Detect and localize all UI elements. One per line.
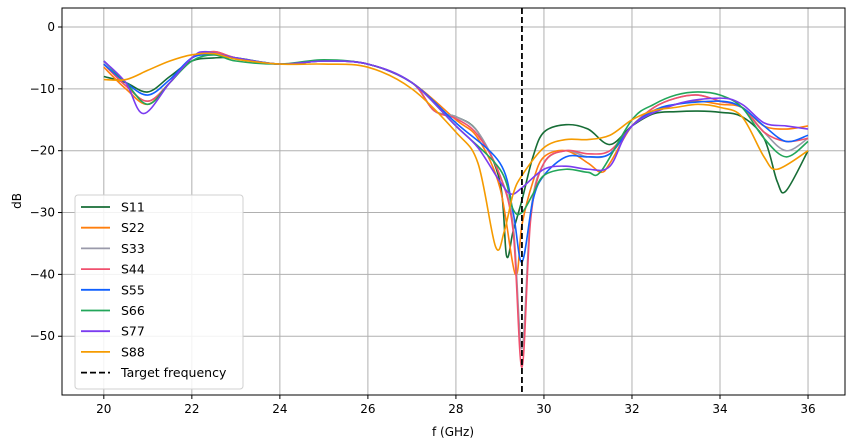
- grid: [62, 8, 845, 395]
- x-tick-label: 32: [624, 402, 639, 416]
- legend-label: S66: [121, 303, 145, 318]
- legend-label: S33: [121, 241, 145, 256]
- legend-box: [74, 194, 244, 390]
- series-line-s66: [103, 54, 809, 216]
- y-tick-label: 0: [47, 20, 55, 34]
- legend-label: S55: [121, 282, 145, 297]
- x-tick-label: 22: [184, 402, 199, 416]
- legend-label: Target frequency: [120, 365, 227, 380]
- x-tick-label: 26: [360, 402, 375, 416]
- legend-label: S11: [121, 200, 145, 215]
- y-tick-label: −40: [30, 267, 55, 281]
- legend: S11 S22 S33 S44 S55 S66 S77 S88 Target frequency: [74, 194, 244, 390]
- x-tick-label: 30: [536, 402, 551, 416]
- y-tick-label: −10: [30, 82, 55, 96]
- legend-label: S88: [121, 344, 145, 359]
- legend-label: S44: [121, 262, 145, 277]
- x-tick-label: 28: [448, 402, 463, 416]
- x-tick-label: 24: [272, 402, 287, 416]
- y-tick-label: −20: [30, 144, 55, 158]
- legend-label: S22: [121, 220, 145, 235]
- y-axis-label: dB: [10, 193, 24, 209]
- legend-label: S77: [121, 324, 145, 339]
- y-tick-label: −30: [30, 206, 55, 220]
- series-lines: [103, 8, 809, 395]
- series-line-s88: [103, 52, 809, 251]
- ticks: 20 22 24 26 28 30 32 34 36 0 −10 −20 −30 −40 −50: [30, 20, 816, 416]
- x-tick-label: 20: [96, 402, 111, 416]
- series-line-s44: [103, 50, 809, 368]
- x-tick-label: 34: [712, 402, 727, 416]
- x-tick-label: 36: [800, 402, 815, 416]
- series-line-s55: [103, 53, 809, 263]
- x-axis-label: f (GHz): [432, 425, 474, 439]
- plot-frame: [61, 7, 846, 396]
- y-tick-label: −50: [30, 329, 55, 343]
